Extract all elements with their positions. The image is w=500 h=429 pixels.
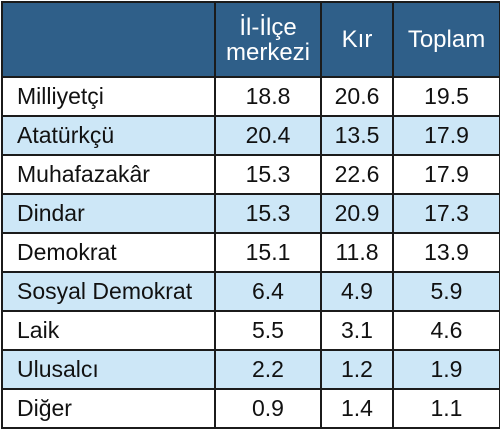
cell-toplam: 5.9	[392, 271, 500, 312]
cell-il-ilce-merkezi: 15.3	[214, 193, 322, 234]
row-label: Laik	[1, 310, 216, 351]
cell-il-ilce-merkezi: 15.1	[214, 232, 322, 273]
header-kir: Kır	[320, 1, 394, 78]
header-stub-cell	[1, 1, 216, 78]
header-col-2-line-1: Kır	[341, 26, 373, 53]
cell-toplam: 1.1	[392, 388, 500, 429]
row-label: Milliyetçi	[1, 76, 216, 117]
cell-kir: 13.5	[320, 115, 394, 156]
cell-kir: 20.6	[320, 76, 394, 117]
table-row: Demokrat 15.1 11.8 13.9	[1, 232, 500, 273]
row-label: Atatürkçü	[1, 115, 216, 156]
table-row: Ulusalcı 2.2 1.2 1.9	[1, 349, 500, 390]
row-label: Diğer	[1, 388, 216, 429]
header-il-ilce-merkezi: İl-İlçe merkezi	[214, 1, 322, 78]
cell-kir: 1.4	[320, 388, 394, 429]
table-row: Laik 5.5 3.1 4.6	[1, 310, 500, 351]
cell-il-ilce-merkezi: 5.5	[214, 310, 322, 351]
cell-toplam: 4.6	[392, 310, 500, 351]
cell-kir: 11.8	[320, 232, 394, 273]
cell-toplam: 13.9	[392, 232, 500, 273]
table-row: Muhafazakâr 15.3 22.6 17.9	[1, 154, 500, 195]
header-col-1-line-1: İl-İlçe	[239, 13, 297, 41]
cell-il-ilce-merkezi: 6.4	[214, 271, 322, 312]
table-row: Sosyal Demokrat 6.4 4.9 5.9	[1, 271, 500, 312]
cell-kir: 3.1	[320, 310, 394, 351]
cell-toplam: 17.3	[392, 193, 500, 234]
row-label: Muhafazakâr	[1, 154, 216, 195]
table-row: Diğer 0.9 1.4 1.1	[1, 388, 500, 429]
cell-toplam: 19.5	[392, 76, 500, 117]
cell-il-ilce-merkezi: 18.8	[214, 76, 322, 117]
header-toplam: Toplam	[392, 1, 500, 78]
cell-kir: 1.2	[320, 349, 394, 390]
row-label: Sosyal Demokrat	[1, 271, 216, 312]
cell-kir: 20.9	[320, 193, 394, 234]
cell-il-ilce-merkezi: 0.9	[214, 388, 322, 429]
cell-toplam: 17.9	[392, 154, 500, 195]
row-label: Demokrat	[1, 232, 216, 273]
cell-il-ilce-merkezi: 15.3	[214, 154, 322, 195]
cell-kir: 4.9	[320, 271, 394, 312]
row-label: Dindar	[1, 193, 216, 234]
header-row: İl-İlçe merkezi Kır Toplam	[1, 1, 500, 78]
header-col-3-line-1: Toplam	[407, 26, 486, 53]
cell-toplam: 1.9	[392, 349, 500, 390]
table-row: Dindar 15.3 20.9 17.3	[1, 193, 500, 234]
table-row: Milliyetçi 18.8 20.6 19.5	[1, 76, 500, 117]
cell-kir: 22.6	[320, 154, 394, 195]
cell-il-ilce-merkezi: 2.2	[214, 349, 322, 390]
row-label: Ulusalcı	[1, 349, 216, 390]
cell-il-ilce-merkezi: 20.4	[214, 115, 322, 156]
cell-toplam: 17.9	[392, 115, 500, 156]
table-row: Atatürkçü 20.4 13.5 17.9	[1, 115, 500, 156]
header-col-1-line-2: merkezi	[225, 38, 310, 66]
